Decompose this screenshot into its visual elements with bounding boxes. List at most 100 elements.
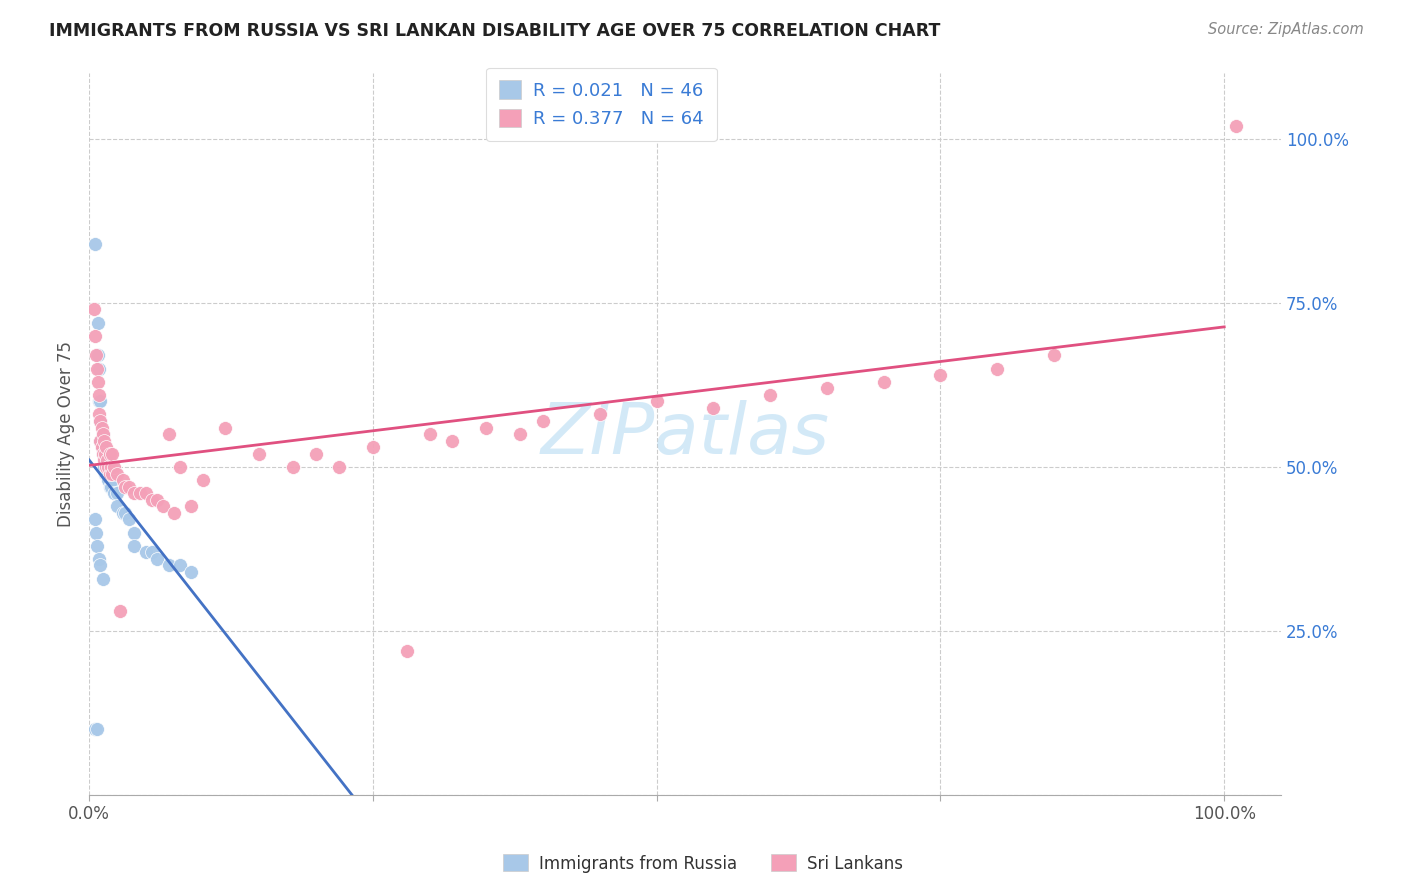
Point (361, 440, 384, 454)
Text: IMMIGRANTS FROM RUSSIA VS SRI LANKAN DISABILITY AGE OVER 75 CORRELATION CHART: IMMIGRANTS FROM RUSSIA VS SRI LANKAN DIS… (49, 22, 941, 40)
Point (97, 473, 120, 487)
Point (112, 473, 135, 487)
Point (89, 388, 111, 402)
Point (100, 480, 122, 494)
Point (124, 486, 146, 500)
Point (98, 467, 121, 481)
Point (89, 414, 111, 428)
Point (141, 492, 163, 507)
Point (87, 375, 110, 389)
Text: ZIPatlas: ZIPatlas (540, 400, 830, 468)
Point (90, 440, 112, 454)
Point (180, 500, 202, 514)
Point (94, 453, 117, 467)
Point (86, 361, 108, 376)
Point (107, 467, 129, 481)
Point (169, 558, 191, 573)
Point (94, 447, 117, 461)
Point (89, 434, 111, 448)
Point (118, 512, 141, 526)
Point (94, 467, 117, 481)
Point (89, 361, 111, 376)
Point (135, 486, 157, 500)
Point (93, 459, 115, 474)
Point (163, 506, 186, 520)
Point (509, 427, 531, 442)
Point (91, 427, 114, 442)
Point (141, 545, 163, 559)
Point (157, 558, 180, 573)
Point (87, 348, 110, 362)
Point (114, 506, 136, 520)
Point (328, 459, 350, 474)
Point (93, 434, 115, 448)
Point (91, 447, 114, 461)
Point (90, 440, 112, 454)
Point (108, 604, 131, 618)
Point (1225, 119, 1247, 133)
Point (94, 467, 117, 481)
Point (100, 447, 122, 461)
Point (815, 381, 838, 395)
Point (191, 473, 214, 487)
Point (84, 348, 107, 362)
Point (283, 459, 305, 474)
Point (214, 420, 236, 434)
Point (94, 440, 117, 454)
Point (91, 427, 114, 442)
Y-axis label: Disability Age Over 75: Disability Age Over 75 (58, 341, 75, 527)
Point (89, 558, 111, 573)
Point (98, 480, 121, 494)
Point (93, 453, 115, 467)
Point (89, 434, 111, 448)
Legend: Immigrants from Russia, Sri Lankans: Immigrants from Russia, Sri Lankans (496, 847, 910, 880)
Point (86, 539, 108, 553)
Text: Source: ZipAtlas.com: Source: ZipAtlas.com (1208, 22, 1364, 37)
Point (89, 394, 111, 409)
Point (103, 459, 125, 474)
Point (157, 427, 180, 442)
Point (247, 447, 270, 461)
Point (97, 459, 120, 474)
Point (146, 551, 169, 566)
Point (107, 486, 129, 500)
Point (645, 394, 668, 409)
Point (395, 643, 418, 657)
Point (83, 328, 105, 343)
Point (872, 375, 894, 389)
Point (90, 420, 112, 434)
Point (100, 473, 122, 487)
Point (118, 480, 141, 494)
Point (135, 545, 157, 559)
Point (86, 723, 108, 737)
Point (124, 539, 146, 553)
Point (83, 236, 105, 251)
Point (94, 459, 117, 474)
Point (441, 434, 464, 448)
Point (124, 525, 146, 540)
Point (419, 427, 441, 442)
Point (702, 401, 724, 415)
Point (83, 512, 105, 526)
Point (152, 500, 174, 514)
Point (103, 486, 125, 500)
Point (1043, 348, 1066, 362)
Point (589, 408, 612, 422)
Point (986, 361, 1008, 376)
Point (100, 459, 122, 474)
Point (531, 414, 554, 428)
Point (87, 316, 110, 330)
Point (180, 565, 202, 579)
Point (146, 492, 169, 507)
Point (93, 447, 115, 461)
Point (98, 459, 121, 474)
Point (169, 459, 191, 474)
Point (91, 447, 114, 461)
Point (94, 447, 117, 461)
Point (98, 447, 121, 461)
Point (89, 414, 111, 428)
Point (89, 394, 111, 409)
Point (89, 551, 111, 566)
Point (96, 453, 118, 467)
Point (100, 459, 122, 474)
